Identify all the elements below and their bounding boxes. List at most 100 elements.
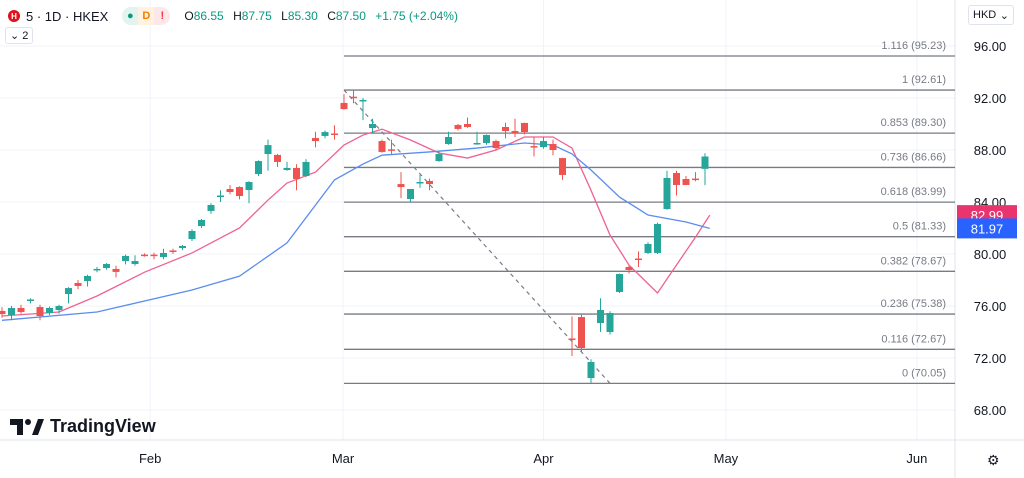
candle-body [198,219,205,227]
candle-body [445,137,452,145]
candle [321,130,329,139]
candle [55,304,63,314]
price-tick-label: 72.00 [974,351,1007,366]
fib-level-label: 0.116 (72.67) [881,333,946,345]
candle-body [331,133,338,135]
symbol-legend: H 5 · 1D · HKEX ● D ! O86.55 H87.75 L85.… [8,6,464,26]
candle-body [321,132,329,136]
candle [597,298,604,332]
candle-body [388,149,395,151]
candle-body [625,267,633,270]
change-value: +1.75 (+2.04%) [375,9,458,23]
candle [540,137,547,149]
candle [359,98,367,121]
market-open-icon: ● [122,7,139,25]
candle-body [217,195,224,197]
low-value: 85.30 [287,9,318,23]
candle [616,273,623,293]
indicators-toggle-button[interactable]: ⌄ 2 [5,27,34,44]
candle-body [17,307,25,312]
candle [46,306,53,316]
candle [74,280,82,290]
currency-select[interactable]: HKD ⌄ [968,5,1014,25]
candle [302,159,310,178]
candle [293,164,300,191]
candle-body [483,135,490,143]
candle-body [530,146,538,148]
candle-body [93,268,101,271]
market-status[interactable]: ● D ! [122,7,171,25]
fib-level-label: 1 (92.61) [902,74,946,86]
candle [65,287,72,304]
candle-body [359,99,367,102]
candle [587,359,595,384]
candle [179,244,186,251]
logo-text: TradingView [50,416,156,436]
ma-value-badge [957,218,1017,239]
candle [521,122,528,135]
candle-body [654,223,661,253]
candle [454,124,462,131]
candle-body [103,264,110,269]
candle [255,160,262,176]
low-label: L [281,9,288,23]
price-tick-label: 80.00 [974,247,1007,262]
candle-body [587,362,595,379]
candle-body [274,154,281,162]
candle-body [673,173,680,185]
candle [682,176,690,186]
candle-body [473,142,481,145]
candle [17,304,25,314]
fib-level-label: 0.5 (81.33) [893,221,946,233]
candle [0,307,6,318]
tradingview-logo-icon [10,418,44,435]
symbol-title[interactable]: 5 · 1D · HKEX [26,8,109,24]
candle [625,265,633,274]
candle [388,139,395,154]
chevron-down-icon: ⌄ [999,9,1009,22]
candle-body [340,102,348,110]
candle [131,255,139,266]
candle [27,298,34,304]
time-tick-label: May [714,451,739,466]
candle-body [8,307,15,315]
price-tick-label: 68.00 [974,403,1007,418]
candle-body [293,167,300,179]
candle-body [549,144,557,150]
candle [331,125,338,140]
candle-body [644,243,652,253]
candle-body [540,141,547,148]
tradingview-logo[interactable]: TradingView [10,416,156,437]
settings-gear-icon[interactable]: ⚙ [987,452,1000,468]
candle [350,90,357,104]
candle-body [179,245,186,249]
candle-body [606,313,614,332]
candle [226,185,234,195]
fib-level-label: 0.236 (75.38) [881,298,946,310]
price-tick-label: 76.00 [974,299,1007,314]
candle [84,274,91,287]
fib-level-label: 0.853 (89.30) [881,117,946,129]
candle [606,311,614,335]
candle [274,153,281,167]
candle [103,263,110,270]
candle-body [397,184,405,188]
candle-body [207,204,215,211]
candle-body [435,154,443,162]
candle-body [378,141,386,152]
candle [378,139,386,153]
candle [435,151,443,162]
trend-line [343,89,611,384]
open-value: 86.55 [193,9,224,23]
candle [701,153,709,186]
open-label: O [184,9,194,23]
ma-value-label: 81.97 [971,221,1004,236]
candle [312,131,319,148]
candle [644,242,652,254]
candle-body [283,167,291,171]
candle [654,222,661,254]
hsbc-symbol-icon: H [8,10,20,22]
candle [407,189,414,202]
candle-body [502,126,509,132]
